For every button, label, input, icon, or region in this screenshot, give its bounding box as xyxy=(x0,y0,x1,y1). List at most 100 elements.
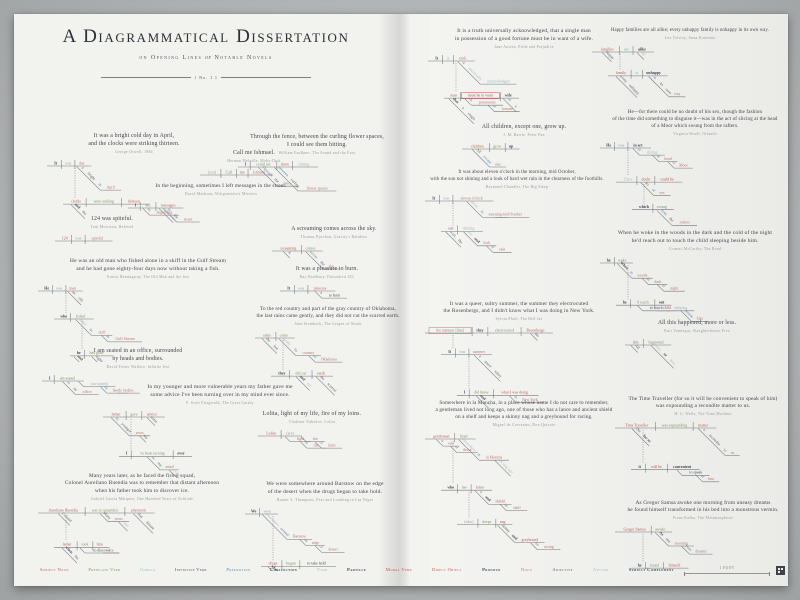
diagram-line xyxy=(473,355,481,363)
rule-line-right xyxy=(220,77,311,78)
diagram-line xyxy=(481,497,489,505)
diagram-word: those xyxy=(463,448,471,452)
diagram-line xyxy=(648,76,656,84)
diagram-line xyxy=(168,469,176,476)
diagram-line xyxy=(463,113,475,124)
diagram-word: of xyxy=(661,283,667,289)
diagram-word: woods xyxy=(637,273,648,277)
diagram-word: us xyxy=(731,451,735,455)
diagram-line xyxy=(74,297,82,306)
diagram-line xyxy=(637,305,643,311)
diagram-line xyxy=(661,89,670,97)
diagram-word: in xyxy=(476,452,481,457)
diagram-word: in xyxy=(97,183,102,188)
quote-text: Somewhere in la Mancha, in a place whose… xyxy=(435,400,613,421)
diagram-line xyxy=(456,106,464,114)
diagram-word: nag xyxy=(500,520,506,524)
diagram-line xyxy=(300,436,307,443)
diagram-line xyxy=(162,208,170,216)
diagram-word: one xyxy=(495,163,501,167)
diagram-word: who xyxy=(447,486,454,490)
diagram-word: took xyxy=(82,543,89,547)
diagram-line xyxy=(322,383,335,396)
diagram-section-22: All this happened, more or less. Kurt Von… xyxy=(623,320,771,374)
attribution-text: F. Scott Fitzgerald, The Great Gatsby xyxy=(186,400,254,405)
diagram-word: some xyxy=(150,415,159,424)
diagram-word: found xyxy=(650,564,659,568)
diagram-word: Many xyxy=(102,511,111,520)
diagram-word: gave xyxy=(130,412,138,416)
diagram-word: father xyxy=(112,412,122,416)
diagram-word: I xyxy=(245,163,247,167)
quote-text: All children, except one, grow up. xyxy=(481,124,567,130)
diagram-word: Ishmael xyxy=(253,171,265,175)
diagram-word: he xyxy=(607,258,611,262)
diagram-word: mid October xyxy=(503,212,523,216)
diagram-line xyxy=(62,381,70,389)
diagram-word: a xyxy=(514,104,518,108)
diagram-section-20: When he woke in the woods in the dark an… xyxy=(598,230,792,350)
diagram-line xyxy=(476,396,484,404)
diagram-line xyxy=(650,345,660,355)
poster-subtitle: on Opening Lines of Notable Novels xyxy=(45,55,367,61)
quote-text: He—for there could be no doubt of his se… xyxy=(612,110,778,129)
legend-item-particle: Particle xyxy=(346,567,367,572)
diagram-word: rain xyxy=(499,247,505,251)
diagram-word: bright xyxy=(87,172,97,182)
diagram-line xyxy=(261,338,270,346)
diagram-word: my xyxy=(157,461,163,467)
diagram-word: child xyxy=(663,306,671,310)
diagram-line xyxy=(118,521,128,532)
diagram-word: the xyxy=(668,217,674,223)
diagram-line xyxy=(676,470,683,476)
diagram-section-13: Many years later, as he faced the firing… xyxy=(36,473,248,576)
diagram-word: a xyxy=(478,355,482,359)
attribution-text: David Markson, Wittgenstein's Mistress xyxy=(184,191,258,196)
diagram-word: of xyxy=(507,97,513,103)
poster-header: A Diagrammatical Dissertation on Opening… xyxy=(45,26,367,80)
diagram-section-6: A screaming comes across the sky. Thomas … xyxy=(270,226,398,294)
diagram-word: or xyxy=(663,353,669,359)
diagram-word: were striking xyxy=(94,200,114,204)
quote-text: He was an old man who fished alone in a … xyxy=(69,258,227,272)
diagram-word: wife xyxy=(505,93,512,97)
attribution-text: George Orwell, 1984 xyxy=(115,150,153,155)
diagram-section-5: 124 was spiteful. Toni Morrison, Beloved 1… xyxy=(53,216,171,258)
diagram-line xyxy=(153,463,161,471)
diagram-word: he xyxy=(77,351,81,355)
diagram-word: happened xyxy=(649,341,664,345)
diagram-line xyxy=(499,504,507,511)
attribution-text: Franz Kafka, The Metamorphosis xyxy=(672,516,734,521)
diagram-word: country xyxy=(302,351,314,355)
diagram-word: He xyxy=(44,286,49,290)
diagram-word: rafters xyxy=(680,221,690,225)
diagram-line xyxy=(665,360,674,369)
attribution-text: Jane Austen, Pride and Prejudice xyxy=(494,44,554,49)
diagram-word: on xyxy=(303,538,309,544)
diagram-line xyxy=(656,210,666,219)
diagram-line xyxy=(142,208,150,216)
diagram-word: a xyxy=(81,166,85,170)
attribution-text: Hunter S. Thompson, Fear and Loathing in… xyxy=(276,497,374,502)
diagram-word: to discover xyxy=(93,548,111,552)
diagram-word: pleasure xyxy=(314,287,327,291)
attribution-text: Toni Morrison, Beloved xyxy=(90,225,134,230)
diagram-word: desert xyxy=(328,547,338,551)
diagram-line xyxy=(464,67,481,85)
diagram-word: unhappy xyxy=(646,71,661,75)
quote-text: I am seated in an office, surrounded by h… xyxy=(93,348,183,362)
diagram-line xyxy=(654,82,663,91)
diagram-word: mind xyxy=(166,465,174,469)
diagram-word: April xyxy=(107,186,115,190)
diagram-word: were xyxy=(263,509,271,513)
diagram-word: scarred xyxy=(326,382,337,393)
diagram-word: in xyxy=(151,456,156,461)
diagram-word: later xyxy=(122,520,130,528)
diagram-word: (who) xyxy=(464,520,474,524)
diagram-word: was xyxy=(65,162,72,166)
diagram-word: could be xyxy=(660,178,674,182)
diagram-word: beside xyxy=(684,309,694,319)
